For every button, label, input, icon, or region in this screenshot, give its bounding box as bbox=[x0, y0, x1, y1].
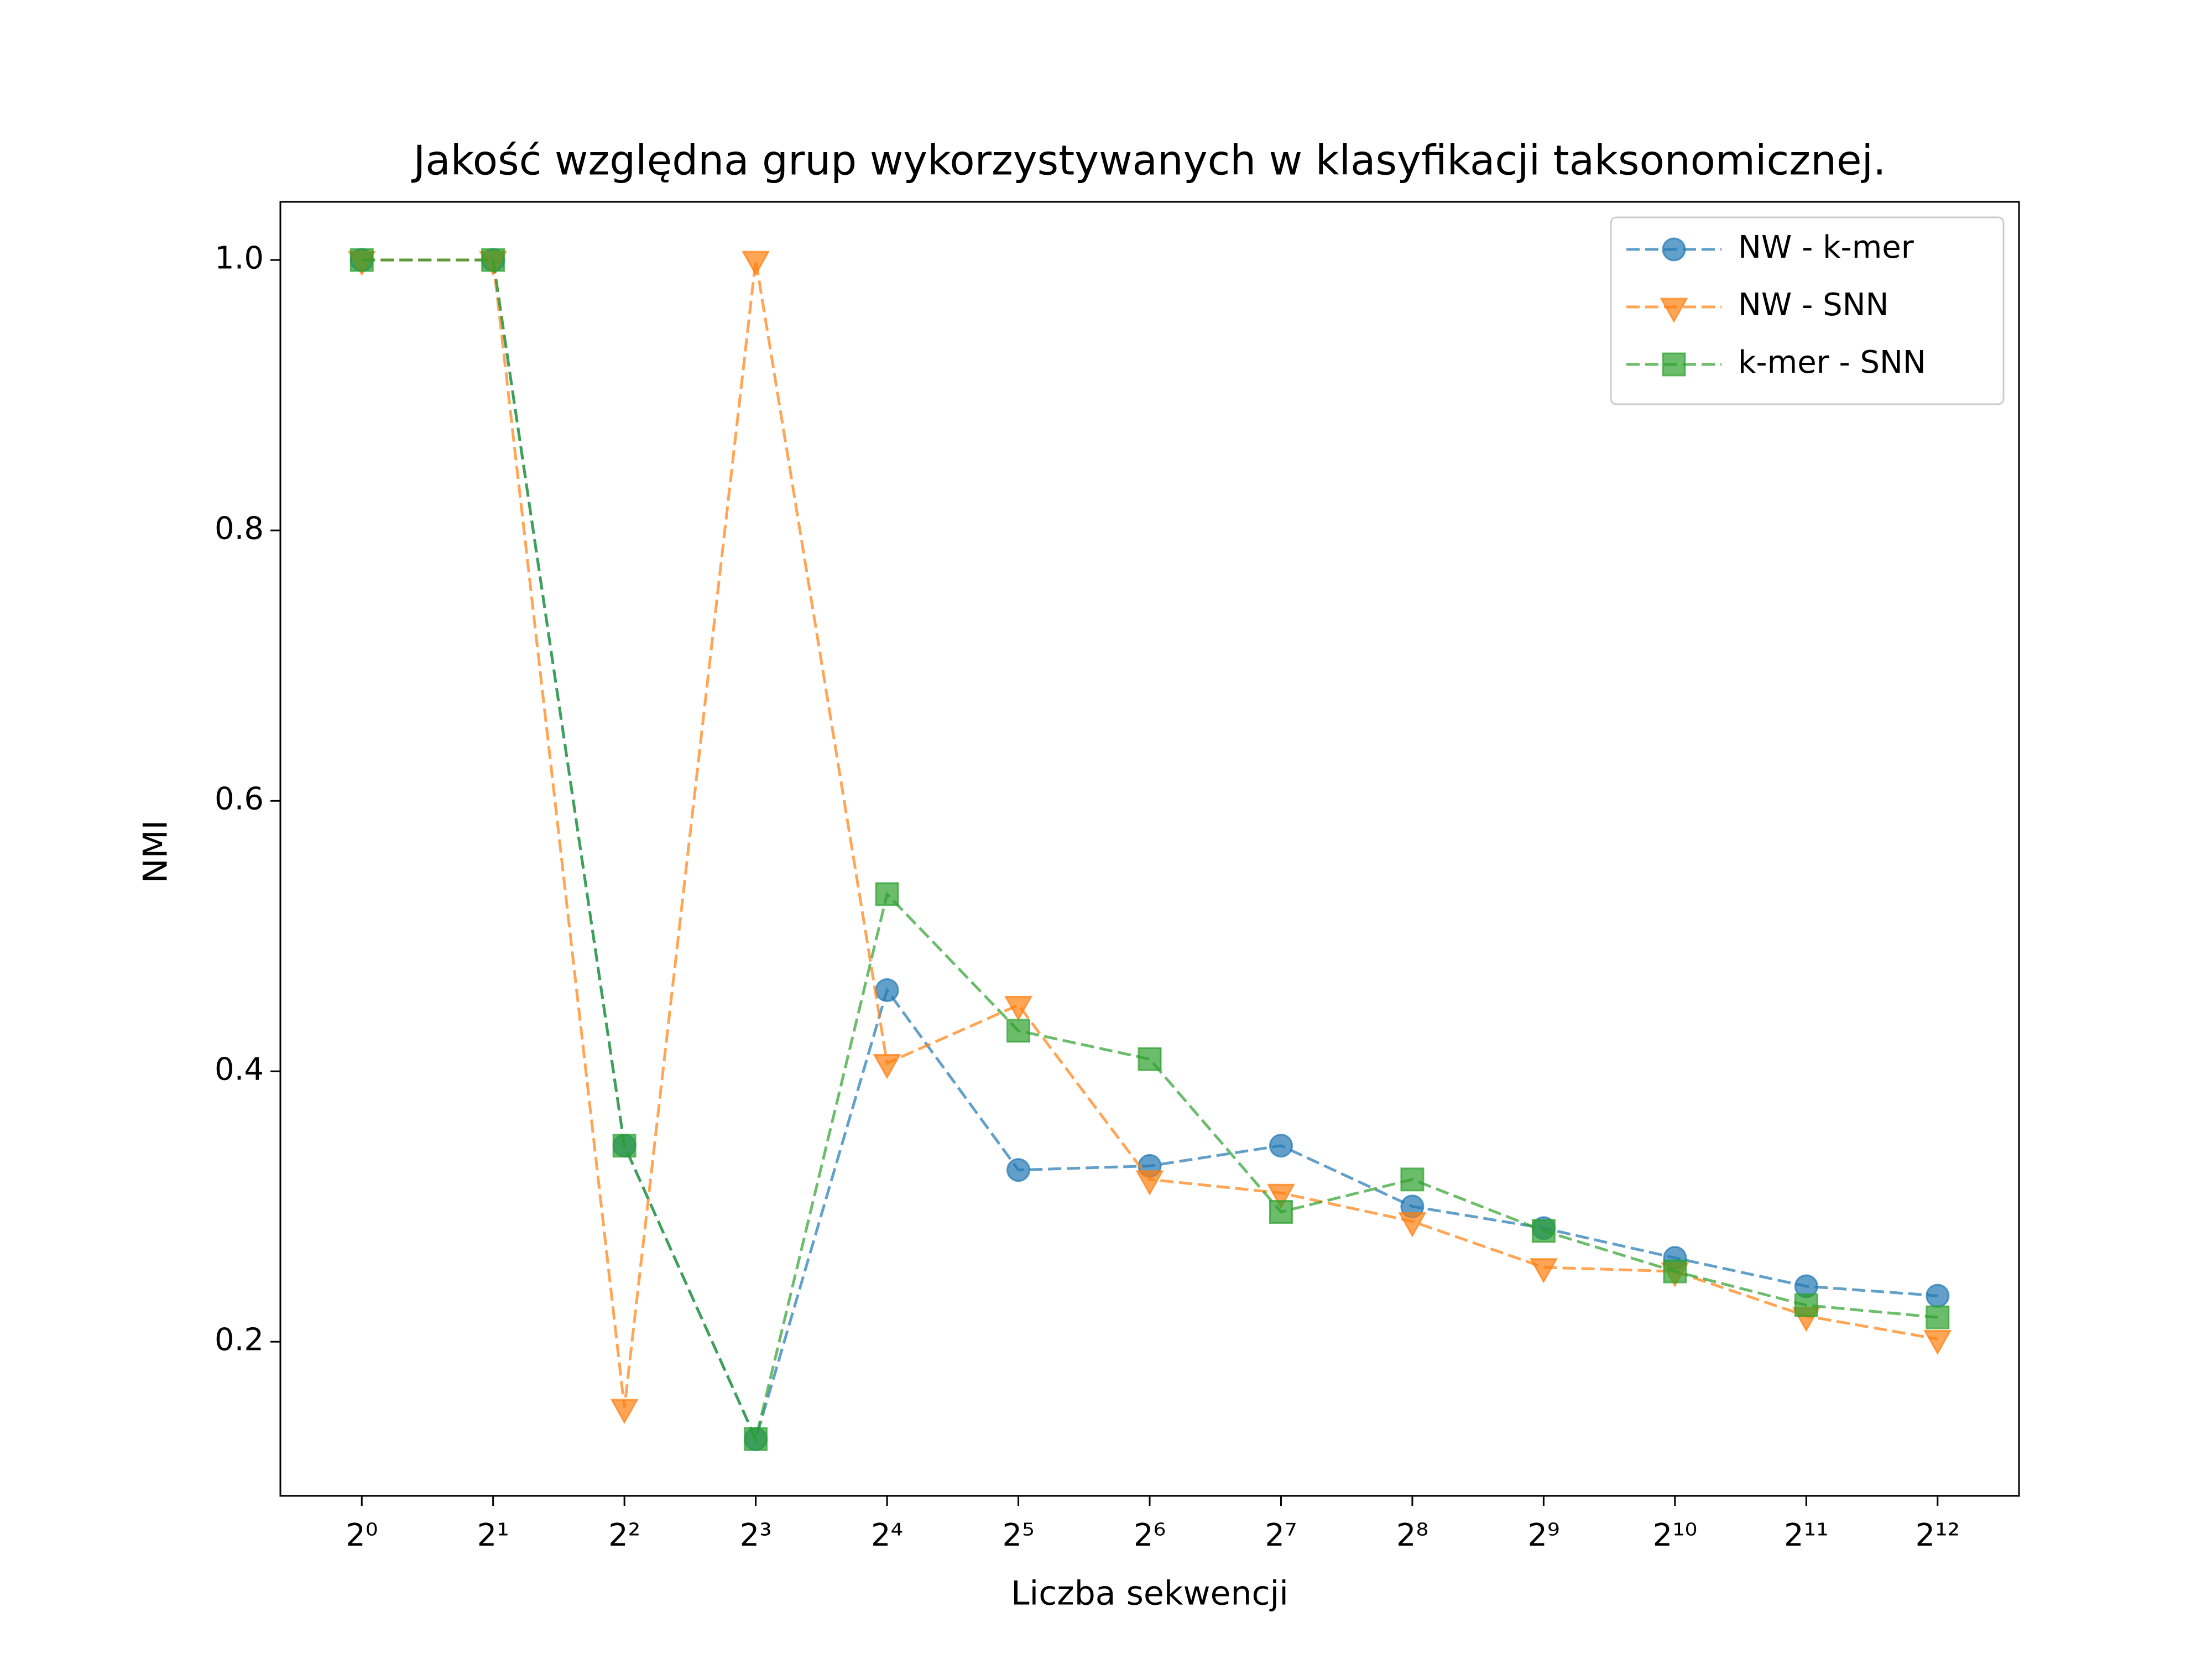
plot-frame bbox=[279, 201, 2020, 1497]
marker bbox=[1663, 1259, 1687, 1284]
legend-label: NW - k-mer bbox=[1738, 229, 1914, 265]
x-tick-label: 2⁹ bbox=[1527, 1517, 1559, 1553]
marker bbox=[744, 1427, 768, 1451]
marker bbox=[1006, 1158, 1031, 1182]
x-tick-label: 2² bbox=[608, 1517, 640, 1553]
x-tick-label: 2⁷ bbox=[1265, 1517, 1297, 1553]
marker bbox=[610, 1399, 639, 1425]
marker bbox=[1531, 1219, 1556, 1243]
x-tick-label: 2¹⁰ bbox=[1653, 1517, 1698, 1553]
x-tick-label: 2¹ bbox=[477, 1517, 509, 1553]
x-tick-label: 2³ bbox=[740, 1517, 772, 1553]
marker bbox=[1004, 995, 1033, 1021]
marker bbox=[1926, 1305, 1950, 1329]
marker bbox=[1006, 1019, 1031, 1043]
marker bbox=[1398, 1212, 1427, 1238]
x-tick-label: 2⁴ bbox=[871, 1517, 903, 1553]
y-tick-label: 0.4 bbox=[215, 1051, 264, 1087]
marker bbox=[1926, 1284, 1950, 1308]
x-tick-label: 2⁶ bbox=[1134, 1517, 1166, 1553]
marker bbox=[1269, 1134, 1293, 1158]
legend-marker bbox=[1662, 352, 1686, 377]
marker bbox=[1794, 1293, 1818, 1317]
marker bbox=[873, 1054, 901, 1079]
marker bbox=[612, 1134, 637, 1158]
x-tick-label: 2¹¹ bbox=[1784, 1517, 1829, 1553]
marker bbox=[875, 978, 899, 1003]
y-tick-label: 1.0 bbox=[215, 240, 264, 276]
legend-label: k-mer - SNN bbox=[1738, 345, 1926, 380]
marker bbox=[349, 248, 374, 272]
marker bbox=[1529, 1258, 1558, 1284]
x-tick-label: 2⁵ bbox=[1002, 1517, 1034, 1553]
marker bbox=[1135, 1170, 1164, 1196]
legend-box bbox=[1610, 216, 2005, 405]
x-tick-label: 2⁸ bbox=[1396, 1517, 1428, 1553]
legend-label: NW - SNN bbox=[1738, 287, 1888, 323]
legend-marker bbox=[1660, 298, 1688, 324]
marker bbox=[1400, 1167, 1425, 1192]
marker bbox=[742, 251, 770, 276]
y-tick-label: 0.2 bbox=[215, 1322, 264, 1358]
x-tick-label: 2¹² bbox=[1916, 1517, 1960, 1553]
y-tick-label: 0.6 bbox=[215, 781, 264, 817]
chart-title: Jakość względna grup wykorzystywanych w … bbox=[411, 137, 1886, 185]
marker bbox=[1266, 1183, 1296, 1209]
marker bbox=[481, 248, 505, 272]
marker bbox=[1923, 1329, 1952, 1355]
marker bbox=[1269, 1200, 1293, 1224]
x-axis-label: Liczba sekwencji bbox=[1011, 1574, 1288, 1613]
x-tick-label: 2⁰ bbox=[346, 1517, 378, 1553]
marker bbox=[875, 882, 899, 906]
legend-marker bbox=[1662, 237, 1686, 262]
y-tick-label: 0.8 bbox=[215, 510, 264, 546]
marker bbox=[1138, 1047, 1162, 1071]
y-axis-label: NMI bbox=[137, 820, 175, 883]
